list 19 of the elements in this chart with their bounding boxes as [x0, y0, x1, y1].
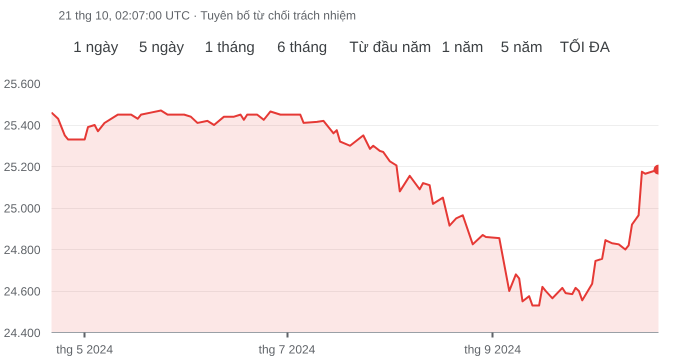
x-tick-label: thg 9 2024 — [464, 342, 522, 356]
y-tick-label: 25.400 — [4, 118, 41, 132]
text: 1 năm — [442, 39, 484, 56]
y-tick-label: 25.200 — [4, 160, 41, 174]
text: Từ đầu năm — [349, 39, 432, 56]
text: 5 ngày — [138, 39, 185, 56]
x-tick-label: thg 7 2024 — [258, 342, 316, 356]
text: 1 tháng — [204, 39, 255, 56]
y-tick-label: 24.600 — [4, 284, 41, 298]
chart-subtitle: 21 thg 10, 02:07:00 UTC · Tuyên bố từ chối trách nhiệm — [58, 8, 356, 22]
text: 5 năm — [500, 39, 542, 56]
y-tick-label: 24.800 — [4, 243, 41, 257]
text: TỐI ĐA — [560, 38, 610, 56]
y-tick-label: 24.400 — [4, 326, 41, 340]
x-tick-label: thg 5 2024 — [56, 342, 114, 356]
text: 6 tháng — [277, 39, 328, 56]
y-tick-label: 25.000 — [4, 202, 41, 216]
text: 1 ngày — [73, 39, 119, 56]
y-tick-label: 25.600 — [4, 77, 41, 91]
